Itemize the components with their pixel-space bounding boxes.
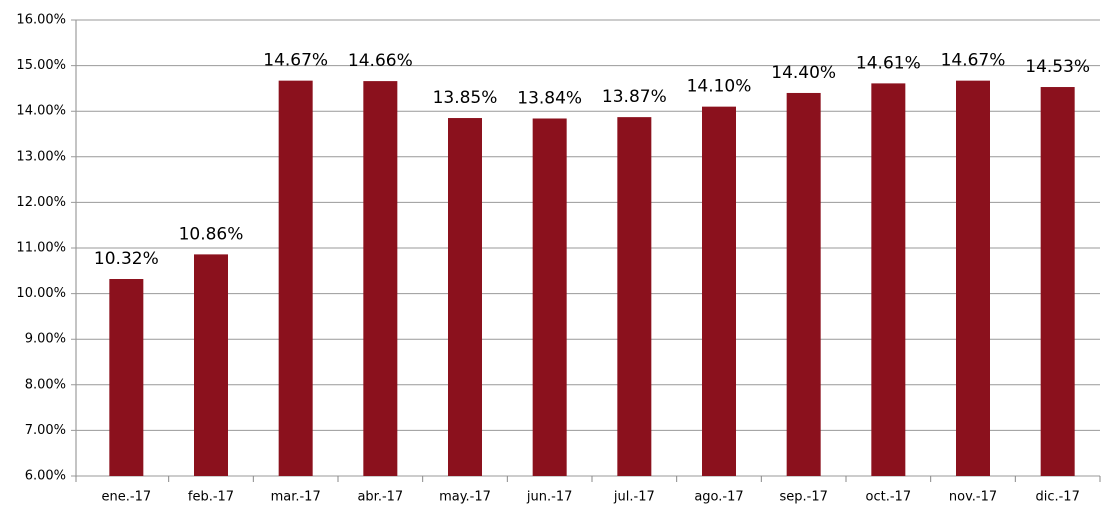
- bar: [786, 92, 821, 477]
- value-label: 14.40%: [771, 63, 836, 83]
- x-tick-label: ene.-17: [102, 490, 152, 505]
- value-label: 10.86%: [179, 224, 244, 244]
- value-label: 14.67%: [941, 51, 1006, 71]
- x-tick-label: mar.-17: [271, 490, 321, 505]
- y-tick-label: 8.00%: [25, 377, 66, 392]
- x-tick-label: abr.-17: [357, 490, 403, 505]
- x-tick-label: nov.-17: [949, 490, 997, 505]
- value-label: 10.32%: [94, 249, 159, 269]
- value-label: 13.84%: [517, 88, 582, 108]
- value-label: 14.53%: [1025, 57, 1090, 77]
- x-tick-label: dic.-17: [1035, 490, 1079, 505]
- value-label: 14.61%: [856, 53, 921, 73]
- x-tick-label: jun.-17: [526, 490, 572, 505]
- bar: [702, 106, 736, 476]
- x-tick-label: may.-17: [439, 490, 491, 505]
- bar: [871, 83, 906, 476]
- bar: [1040, 87, 1075, 477]
- y-tick-label: 12.00%: [16, 195, 66, 210]
- y-tick-label: 6.00%: [25, 469, 66, 484]
- y-tick-label: 16.00%: [16, 13, 66, 28]
- y-tick-label: 14.00%: [16, 104, 66, 119]
- x-tick-label: oct.-17: [866, 490, 912, 505]
- x-tick-label: ago.-17: [694, 490, 743, 505]
- value-label: 14.10%: [687, 77, 752, 97]
- y-tick-label: 10.00%: [16, 286, 66, 301]
- x-tick-label: jul.-17: [613, 490, 655, 505]
- bar: [532, 118, 567, 476]
- bar: [956, 80, 990, 476]
- bar: [278, 80, 313, 476]
- x-tick-label: sep.-17: [779, 490, 827, 505]
- value-label: 14.67%: [263, 51, 328, 71]
- x-tick-label: feb.-17: [188, 490, 234, 505]
- value-label: 13.87%: [602, 87, 667, 107]
- y-tick-label: 15.00%: [16, 58, 66, 73]
- bar: [109, 279, 144, 476]
- y-tick-label: 13.00%: [16, 149, 66, 164]
- y-tick-label: 11.00%: [16, 241, 66, 256]
- value-label: 14.66%: [348, 51, 413, 71]
- bar: [194, 254, 228, 476]
- y-tick-label: 7.00%: [25, 423, 66, 438]
- bar: [363, 81, 398, 476]
- bar: [617, 117, 652, 477]
- bar: [448, 118, 482, 476]
- value-label: 13.85%: [433, 88, 498, 108]
- y-tick-label: 9.00%: [25, 332, 66, 347]
